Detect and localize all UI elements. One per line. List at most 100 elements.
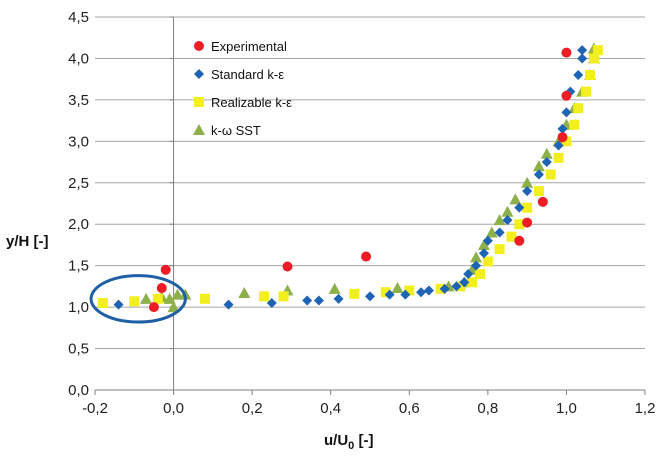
point-diamond: [514, 202, 525, 213]
y-tick-label: 3,0: [68, 133, 89, 150]
point-circle: [557, 132, 568, 143]
point-diamond: [553, 140, 564, 151]
point-square: [514, 219, 525, 230]
point-diamond: [423, 285, 434, 296]
point-circle: [537, 196, 548, 207]
point-diamond: [541, 157, 552, 168]
point-triangle: [391, 282, 404, 294]
point-triangle: [540, 147, 553, 159]
annotation-ellipse: [89, 274, 187, 324]
legend-marker-square: [194, 97, 204, 107]
point-square: [258, 291, 269, 302]
legend-marker-diamond: [194, 69, 204, 79]
point-diamond: [400, 289, 411, 300]
point-diamond: [577, 45, 588, 56]
point-square: [380, 287, 391, 298]
point-triangle: [493, 214, 506, 226]
legend-label: k-ω SST: [211, 123, 261, 138]
point-circle: [148, 302, 159, 313]
point-square: [97, 297, 108, 308]
point-square: [581, 86, 592, 97]
point-square: [573, 103, 584, 114]
y-tick-label: 0,0: [68, 382, 89, 399]
point-diamond: [494, 227, 505, 238]
y-tick-label: 1,5: [68, 258, 89, 275]
x-axis-title: u/U0 [-]: [324, 432, 373, 452]
x-axis-title-suffix: [-]: [354, 432, 373, 449]
point-diamond: [573, 70, 584, 81]
point-diamond: [416, 287, 427, 298]
point-diamond: [471, 260, 482, 271]
axes: [94, 16, 646, 395]
point-square: [482, 256, 493, 267]
y-tick-label: 0,5: [68, 341, 89, 358]
y-tick-label: 3,5: [68, 92, 89, 109]
x-tick-label: 1,0: [556, 400, 577, 417]
y-tick-label: 1,0: [68, 299, 89, 316]
x-tick-label: 0,8: [477, 400, 498, 417]
point-circle: [361, 251, 372, 262]
x-tick-label: 0,4: [320, 400, 341, 417]
point-square: [129, 296, 140, 307]
point-triangle: [532, 160, 545, 172]
point-diamond: [333, 293, 344, 304]
point-diamond: [459, 277, 470, 288]
point-diamond: [439, 283, 450, 294]
point-diamond: [302, 295, 313, 306]
y-axis-title: y/H [-]: [6, 233, 49, 250]
y-tick-label: 4,5: [68, 9, 89, 26]
point-diamond: [482, 235, 493, 246]
point-triangle: [171, 288, 184, 300]
point-square: [561, 136, 572, 147]
point-diamond: [384, 289, 395, 300]
point-square: [592, 45, 603, 56]
x-tick-label: 0,2: [242, 400, 263, 417]
point-triangle: [328, 282, 341, 294]
point-diamond: [113, 299, 124, 310]
point-diamond: [577, 53, 588, 64]
legend: Experimental Standard k-ε Realizable k-ε k-…: [193, 39, 292, 138]
point-square: [569, 119, 580, 130]
point-diamond: [557, 123, 568, 134]
y-tick-label: 4,0: [68, 50, 89, 67]
point-triangle: [167, 301, 180, 313]
point-triangle: [485, 226, 498, 238]
tick-labels: 0,00,51,01,52,02,53,03,54,04,5-0,2 0,0 0,2…: [68, 9, 655, 417]
point-diamond: [522, 186, 533, 197]
point-circle: [282, 261, 293, 272]
grid-lines: [95, 16, 645, 391]
y-tick-label: 2,5: [68, 175, 89, 192]
legend-marker-circle: [194, 41, 204, 51]
point-circle: [514, 235, 525, 246]
point-square: [506, 231, 517, 242]
legend-label: Standard k-ε: [211, 67, 284, 82]
point-triangle: [509, 193, 522, 205]
point-diamond: [478, 248, 489, 259]
point-diamond: [223, 299, 234, 310]
data-points: [97, 42, 603, 313]
point-square: [152, 293, 163, 304]
point-diamond: [463, 268, 474, 279]
y-tick-label: 2,0: [68, 216, 89, 233]
point-triangle: [238, 287, 251, 299]
point-circle: [156, 283, 167, 294]
point-square: [404, 285, 415, 296]
point-circle: [561, 47, 572, 58]
point-square: [585, 70, 595, 81]
point-diamond: [533, 169, 544, 180]
point-triangle: [521, 176, 534, 188]
point-circle: [561, 90, 572, 101]
point-triangle: [140, 292, 153, 304]
point-square: [278, 291, 289, 302]
x-tick-label: 0,0: [163, 400, 184, 417]
point-triangle: [470, 251, 483, 263]
legend-marker-triangle: [193, 124, 205, 135]
point-square: [545, 169, 556, 180]
point-triangle: [477, 238, 490, 250]
point-circle: [522, 217, 533, 228]
point-triangle: [501, 205, 514, 217]
point-circle: [160, 264, 171, 275]
point-square: [467, 277, 478, 288]
point-diamond: [365, 291, 375, 302]
